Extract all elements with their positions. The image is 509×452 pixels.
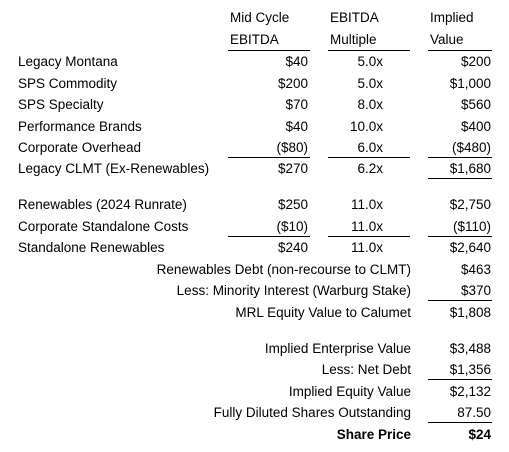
segment-ebitda: ($80) xyxy=(276,140,308,155)
subtotal-underline xyxy=(228,157,310,158)
segment-multiple: 6.0x xyxy=(357,140,383,155)
subtotal-underline xyxy=(328,236,410,237)
subtotal-underline xyxy=(428,157,492,158)
header-ebitda-line1: Mid Cycle xyxy=(230,10,290,25)
segment-label: Corporate Overhead xyxy=(18,140,142,155)
segment-value: $560 xyxy=(460,97,491,112)
renewables-value: $2,640 xyxy=(449,240,491,255)
renewables-label: Corporate Standalone Costs xyxy=(18,219,189,234)
subtotal-underline xyxy=(228,236,310,237)
header-multiple-line1: EBITDA xyxy=(330,10,379,25)
mrl-label: Renewables Debt (non-recourse to CLMT) xyxy=(156,262,411,277)
subtotal-underline xyxy=(328,157,410,158)
mrl-underline xyxy=(428,300,492,301)
header-multiple-line2: Multiple xyxy=(330,32,377,47)
summary-value: $1,356 xyxy=(449,362,491,377)
subtotal-ebitda: $270 xyxy=(277,161,308,176)
summary-label: Less: Net Debt xyxy=(321,362,411,377)
renewables-multiple: 11.0x xyxy=(350,240,383,255)
header-multiple-underline xyxy=(328,50,410,51)
segment-value: ($480) xyxy=(451,140,491,155)
summary-value: $3,488 xyxy=(449,341,491,356)
segment-multiple: 10.0x xyxy=(349,119,383,134)
summary-value: $2,132 xyxy=(449,384,491,399)
header-ebitda-line2: EBITDA xyxy=(230,32,279,47)
mrl-value: $463 xyxy=(460,262,491,277)
subtotal-value: $1,680 xyxy=(449,161,491,176)
summary-label: Fully Diluted Shares Outstanding xyxy=(213,405,411,420)
summary-underline xyxy=(428,379,492,380)
segment-multiple: 5.0x xyxy=(357,54,383,69)
summary-underline xyxy=(428,422,492,423)
segment-label: SPS Commodity xyxy=(18,76,118,91)
subtotal-label: Legacy CLMT (Ex-Renewables) xyxy=(18,161,210,176)
renewables-ebitda: $250 xyxy=(277,197,308,212)
renewables-label: Standalone Renewables xyxy=(18,240,165,255)
segment-value: $400 xyxy=(460,119,491,134)
segment-label: Legacy Montana xyxy=(18,54,118,69)
mrl-label: MRL Equity Value to Calumet xyxy=(235,305,411,320)
mrl-value: $370 xyxy=(460,283,491,298)
header-value-underline xyxy=(428,50,492,51)
header-value-line2: Value xyxy=(430,32,464,47)
renewables-multiple: 11.0x xyxy=(350,197,383,212)
header-value-line1: Implied xyxy=(430,10,474,25)
renewables-value: $2,750 xyxy=(449,197,491,212)
summary-label: Implied Enterprise Value xyxy=(264,341,411,356)
summary-label: Implied Equity Value xyxy=(288,384,411,399)
segment-multiple: 8.0x xyxy=(357,97,383,112)
segment-multiple: 5.0x xyxy=(357,76,383,91)
mrl-label: Less: Minority Interest (Warburg Stake) xyxy=(176,283,411,298)
subtotal-multiple: 6.2x xyxy=(357,161,383,176)
renewables-ebitda: $240 xyxy=(277,240,308,255)
share-price-value: $24 xyxy=(468,427,491,442)
renewables-label: Renewables (2024 Runrate) xyxy=(18,197,187,212)
segment-ebitda: $200 xyxy=(277,76,308,91)
segment-value: $200 xyxy=(460,54,491,69)
segment-value: $1,000 xyxy=(449,76,491,91)
subtotal-underline xyxy=(428,236,492,237)
mrl-value: $1,808 xyxy=(449,305,491,320)
summary-value: 87.50 xyxy=(457,405,491,420)
renewables-ebitda: ($10) xyxy=(276,219,308,234)
renewables-multiple: 11.0x xyxy=(350,219,383,234)
share-price-label: Share Price xyxy=(336,427,411,442)
segment-ebitda: $70 xyxy=(285,97,308,112)
segment-ebitda: $40 xyxy=(285,119,308,134)
subtotal-value-underline xyxy=(428,178,492,179)
segment-label: SPS Specialty xyxy=(18,97,104,112)
header-ebitda-underline xyxy=(228,50,310,51)
segment-ebitda: $40 xyxy=(285,54,308,69)
segment-label: Performance Brands xyxy=(18,119,142,134)
renewables-value: ($110) xyxy=(452,219,491,234)
